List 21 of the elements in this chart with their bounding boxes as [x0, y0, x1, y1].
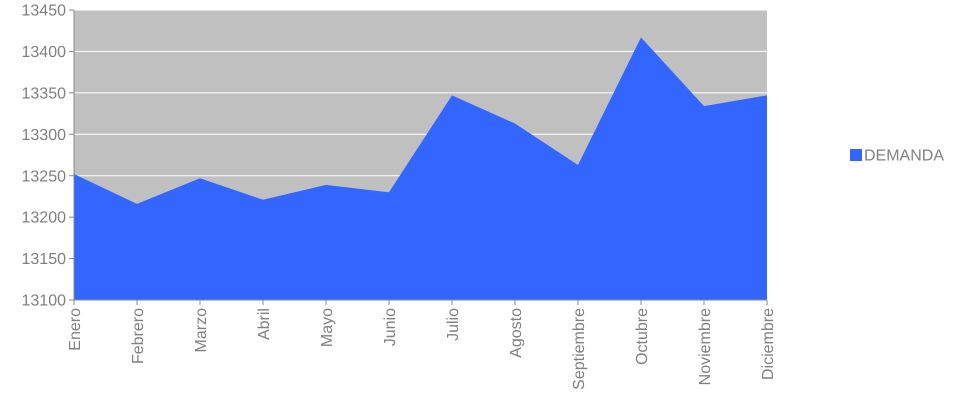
y-tick-label: 13100 — [22, 292, 66, 310]
x-tick-label: Noviembre — [697, 308, 714, 386]
y-tick-label: 13400 — [22, 44, 66, 62]
y-tick-label: 13250 — [22, 168, 66, 186]
y-tick-label: 13350 — [22, 85, 66, 102]
x-tick-label: Julio — [445, 308, 462, 341]
x-tick-label: Septiembre — [571, 308, 588, 390]
x-tick-label: Abril — [256, 308, 273, 340]
x-tick-label: Marzo — [193, 308, 210, 352]
x-tick-label: Diciembre — [760, 308, 777, 380]
y-tick-label: 13200 — [22, 210, 66, 227]
x-tick-label: Mayo — [319, 308, 336, 348]
y-tick-label: 13450 — [22, 2, 66, 20]
x-tick-label: Agosto — [508, 308, 525, 358]
x-tick-label: Febrero — [130, 308, 147, 364]
x-tick-label: Junio — [382, 308, 399, 346]
y-tick-label: 13150 — [22, 251, 66, 268]
x-tick-label: Octubre — [634, 308, 651, 365]
legend-label: DEMANDA — [864, 148, 944, 165]
x-tick-label: Enero — [67, 308, 84, 351]
y-tick-label: 13300 — [22, 126, 66, 144]
